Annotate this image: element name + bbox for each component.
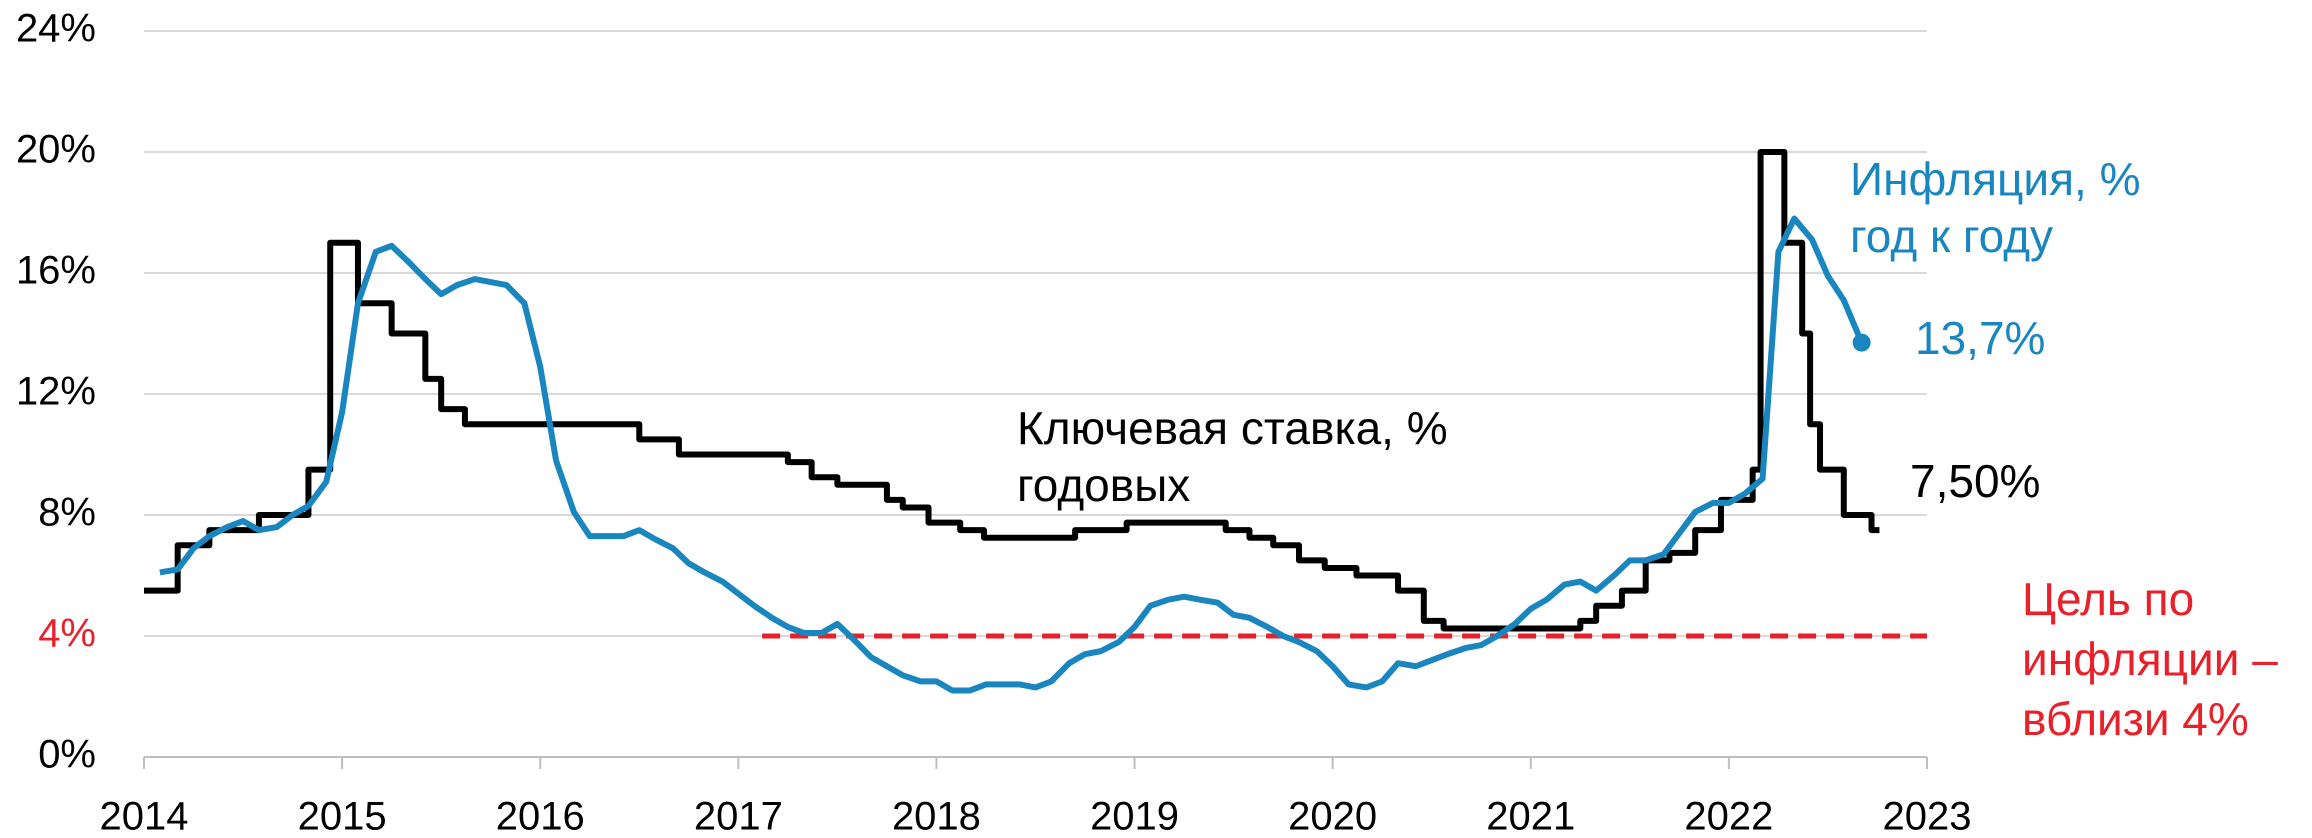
x-tick-label: 2021 xyxy=(1486,795,1575,833)
value-label: 7,50% xyxy=(1910,455,2040,507)
y-tick-label: 20% xyxy=(16,128,96,172)
x-tick-label: 2019 xyxy=(1090,795,1179,833)
y-tick-label: 24% xyxy=(16,7,96,51)
series-label: год к году xyxy=(1850,210,2053,262)
x-tick-label: 2016 xyxy=(496,795,585,833)
y-tick-label: 8% xyxy=(38,491,96,535)
series-label: Ключевая ставка, % xyxy=(1017,402,1448,454)
x-tick-label: 2022 xyxy=(1684,795,1773,833)
target-label: инфляции – xyxy=(2022,633,2278,685)
x-tick-label: 2023 xyxy=(1883,795,1972,833)
series-line xyxy=(159,215,1865,694)
y-tick-label: 4% xyxy=(38,612,96,656)
value-label: 13,7% xyxy=(1915,312,2045,364)
series-label: годовых xyxy=(1017,459,1190,511)
x-tick-label: 2014 xyxy=(100,795,189,833)
end-point xyxy=(1852,333,1871,352)
x-tick-label: 2017 xyxy=(694,795,783,833)
series-line xyxy=(144,149,1880,632)
series-label: Инфляция, % xyxy=(1850,153,2140,205)
y-tick-label: 0% xyxy=(38,733,96,777)
target-label: Цель по xyxy=(2022,573,2194,625)
x-tick-label: 2018 xyxy=(892,795,981,833)
y-tick-label: 12% xyxy=(16,370,96,414)
target-label: вблизи 4% xyxy=(2022,693,2249,745)
x-tick-label: 2015 xyxy=(298,795,387,833)
y-tick-label: 16% xyxy=(16,249,96,293)
x-tick-label: 2020 xyxy=(1288,795,1377,833)
